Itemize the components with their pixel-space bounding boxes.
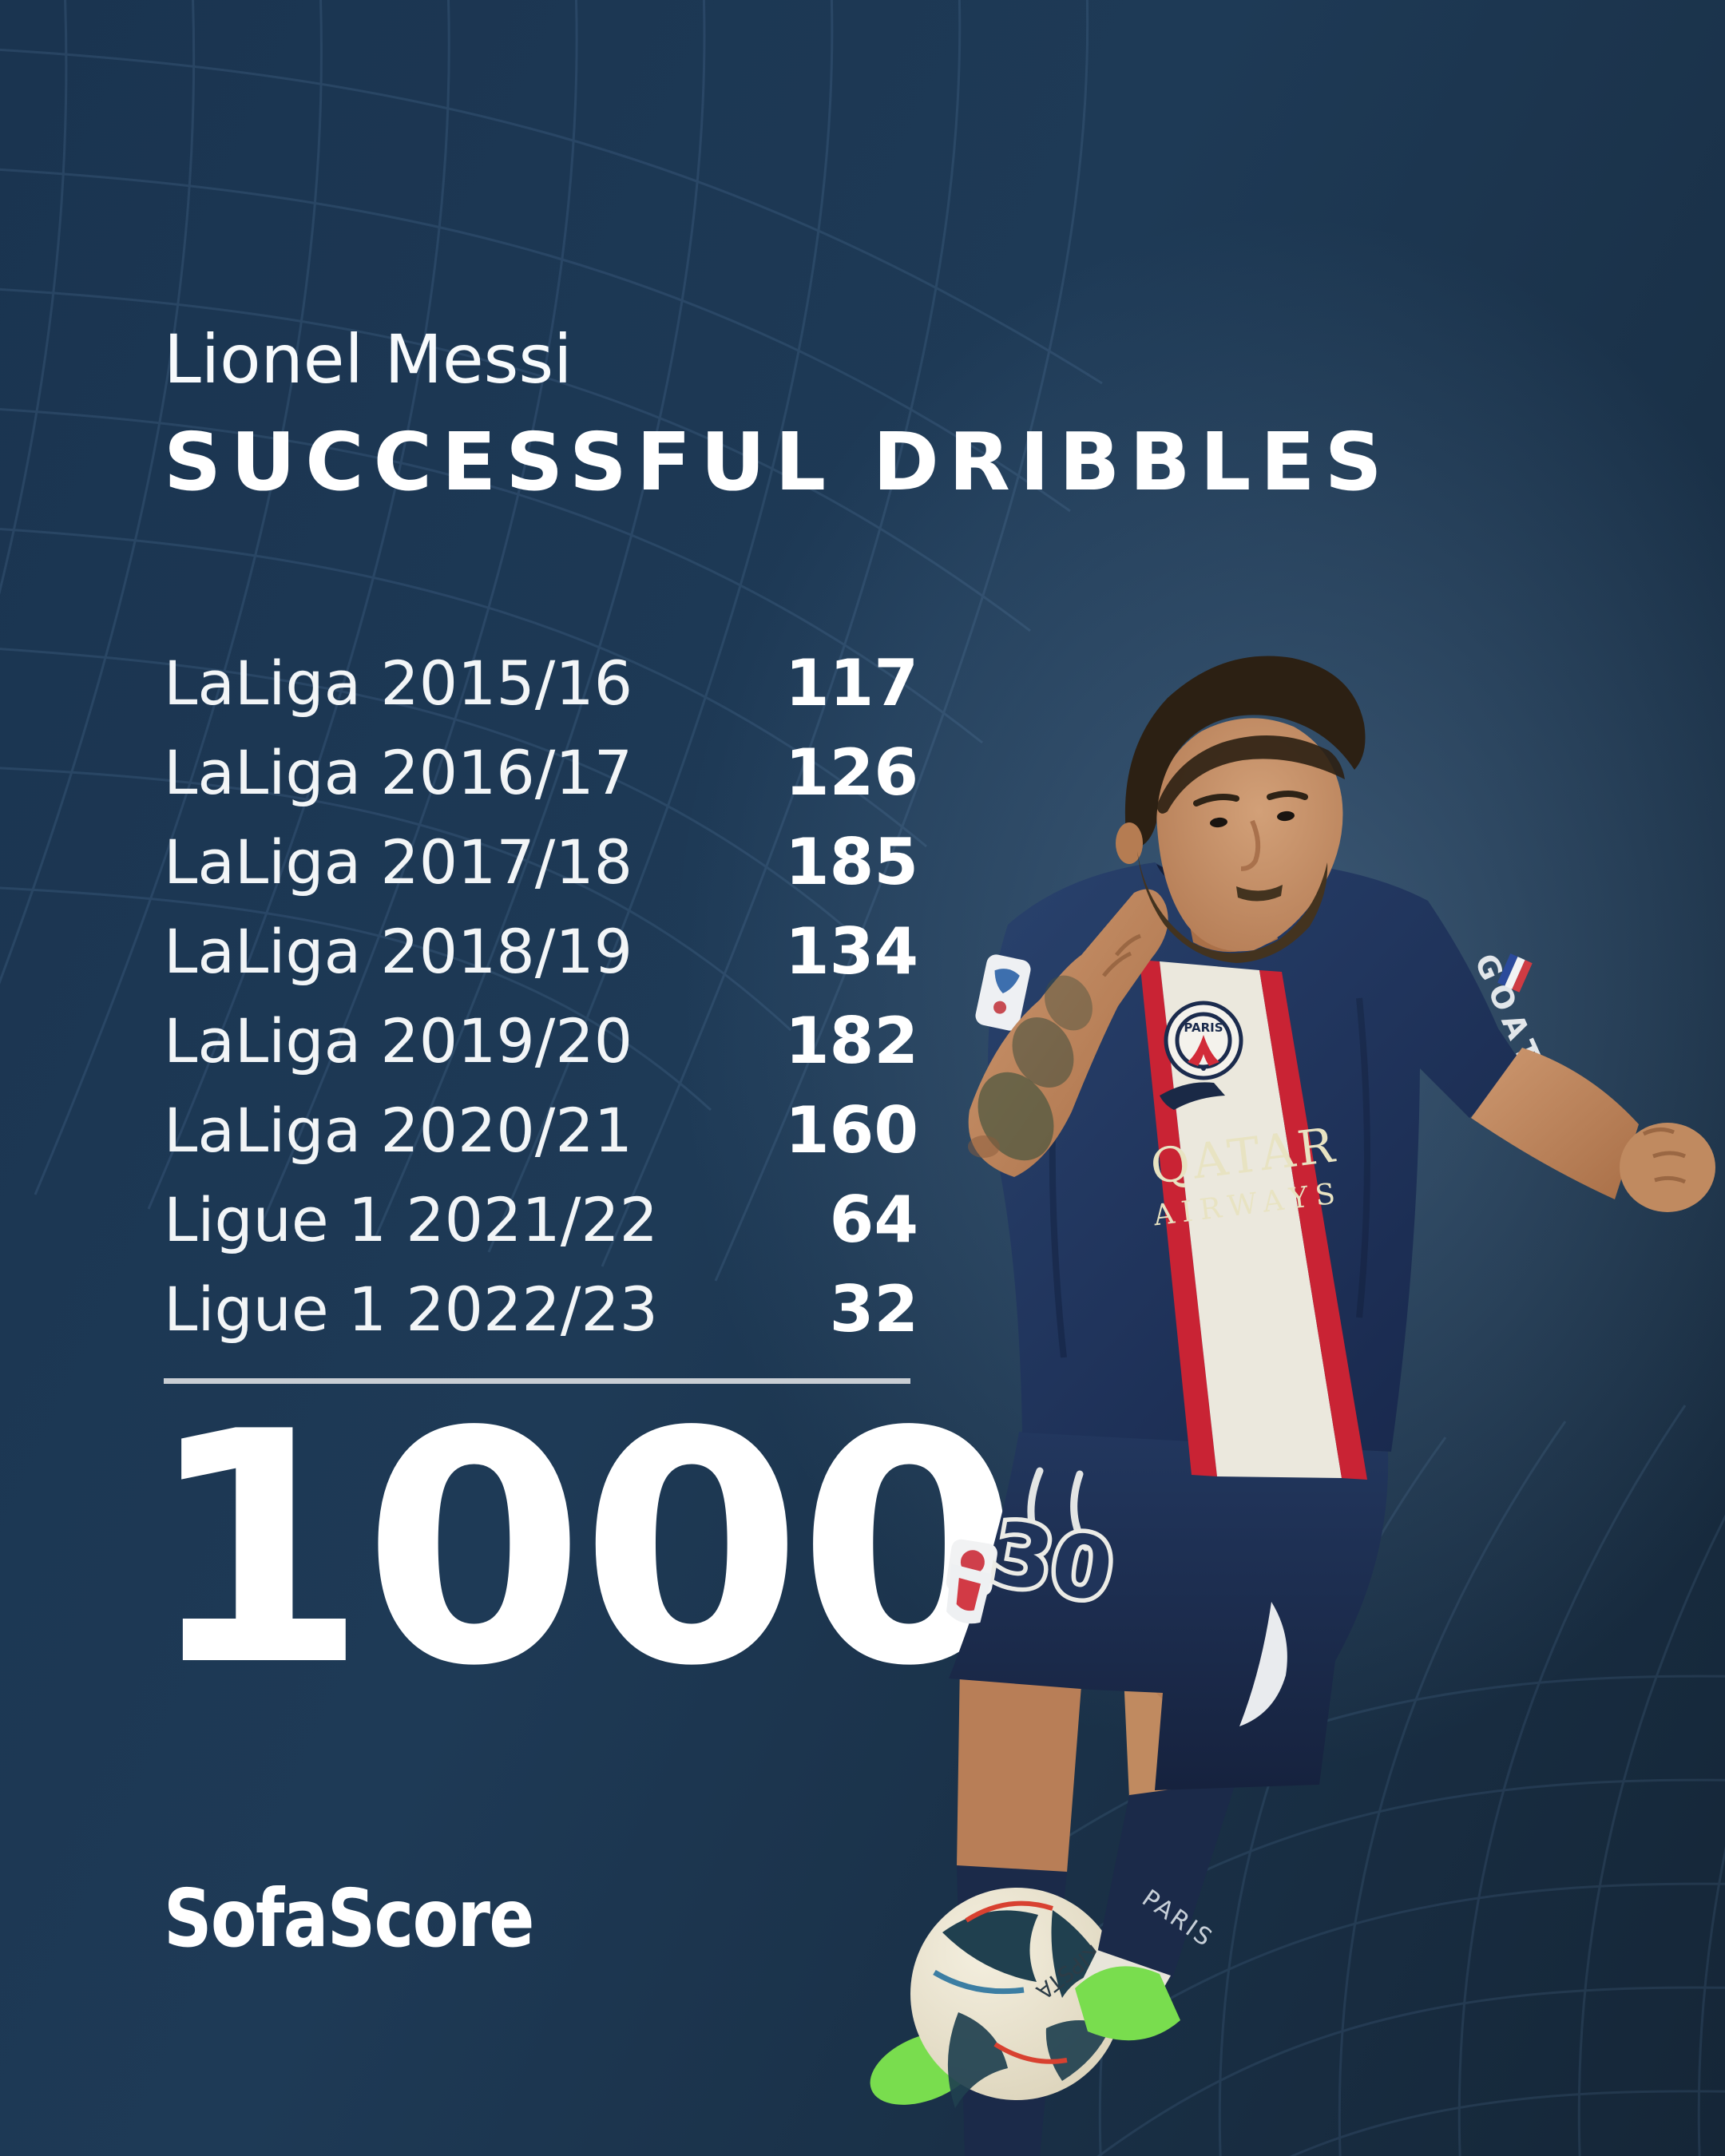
table-row: LaLiga 2016/17 126 bbox=[164, 727, 918, 817]
eyebrows bbox=[1193, 791, 1308, 807]
table-row: LaLiga 2020/21 160 bbox=[164, 1085, 918, 1175]
nose bbox=[1240, 819, 1261, 871]
total-dribbles: 1000 bbox=[145, 1365, 1020, 1736]
psg-badge: PARIS bbox=[1164, 1001, 1243, 1080]
fist bbox=[1620, 1123, 1715, 1212]
shorts-number: 30 bbox=[985, 1503, 1120, 1622]
season-value: 182 bbox=[785, 1003, 918, 1078]
drawstring bbox=[1070, 1470, 1090, 1552]
tattoo bbox=[1012, 1017, 1074, 1088]
season-label: LaLiga 2019/20 bbox=[164, 1005, 633, 1076]
season-label: Ligue 1 2022/23 bbox=[164, 1273, 659, 1345]
drawstring bbox=[1027, 1467, 1047, 1556]
season-value: 185 bbox=[785, 824, 918, 899]
season-value: 160 bbox=[785, 1092, 918, 1167]
table-row: LaLiga 2019/20 182 bbox=[164, 996, 918, 1085]
season-label: LaLiga 2017/18 bbox=[164, 826, 633, 898]
eye bbox=[1277, 810, 1295, 822]
hair bbox=[1124, 656, 1366, 849]
season-label: LaLiga 2020/21 bbox=[164, 1094, 633, 1166]
season-value: 64 bbox=[829, 1182, 918, 1257]
season-value: 32 bbox=[829, 1271, 918, 1346]
jersey: PARIS QATAR AIRWAYS GOAT bbox=[975, 861, 1550, 1480]
season-value: 117 bbox=[785, 645, 918, 720]
tattoo bbox=[978, 1072, 1054, 1161]
season-value: 126 bbox=[785, 735, 918, 810]
face bbox=[1156, 718, 1343, 952]
divider-line bbox=[164, 1378, 910, 1384]
table-row: LaLiga 2017/18 185 bbox=[164, 817, 918, 906]
table-row: LaLiga 2015/16 117 bbox=[164, 638, 918, 727]
shorts-crest bbox=[946, 1563, 993, 1624]
season-value: 134 bbox=[785, 914, 918, 989]
stripe-red-right bbox=[1259, 970, 1367, 1480]
jersey-swoosh-icon bbox=[1160, 1082, 1225, 1110]
head bbox=[1116, 656, 1366, 963]
messi-photo: KIPSTA PARIS 30 bbox=[870, 656, 1715, 2156]
page-title: SUCCESSFUL DRIBBLES bbox=[164, 415, 1392, 509]
mustache bbox=[1236, 885, 1283, 902]
ear bbox=[1116, 822, 1143, 864]
sofascore-logo: SofaScore bbox=[164, 1872, 534, 1965]
grid-top-left bbox=[0, 0, 1103, 1282]
extended-arm bbox=[1471, 1048, 1715, 1212]
table-row: LaLiga 2018/19 134 bbox=[164, 906, 918, 996]
sleeve-patch bbox=[975, 954, 1031, 1031]
flag-patch-icon bbox=[1497, 953, 1533, 993]
badge-text: PARIS bbox=[1184, 1021, 1223, 1035]
table-row: Ligue 1 2021/22 64 bbox=[164, 1175, 918, 1264]
shorts-swoosh-icon bbox=[1239, 1602, 1287, 1726]
eye bbox=[1210, 817, 1227, 828]
season-label: LaLiga 2016/17 bbox=[164, 736, 633, 808]
stripe-red-left bbox=[1140, 960, 1217, 1476]
stats-list: LaLiga 2015/16 117 LaLiga 2016/17 126 La… bbox=[164, 638, 918, 1353]
tattoo bbox=[1045, 975, 1092, 1031]
season-label: LaLiga 2018/19 bbox=[164, 915, 633, 987]
table-row: Ligue 1 2022/23 32 bbox=[164, 1264, 918, 1353]
eiffel-icon bbox=[1188, 1035, 1219, 1066]
season-label: LaLiga 2015/16 bbox=[164, 647, 633, 719]
season-label: Ligue 1 2021/22 bbox=[164, 1183, 659, 1255]
player-name: Lionel Messi bbox=[164, 320, 573, 398]
green-boot bbox=[1075, 1966, 1180, 2041]
shorts: 30 bbox=[946, 1432, 1389, 1790]
raised-arm bbox=[968, 889, 1168, 1177]
